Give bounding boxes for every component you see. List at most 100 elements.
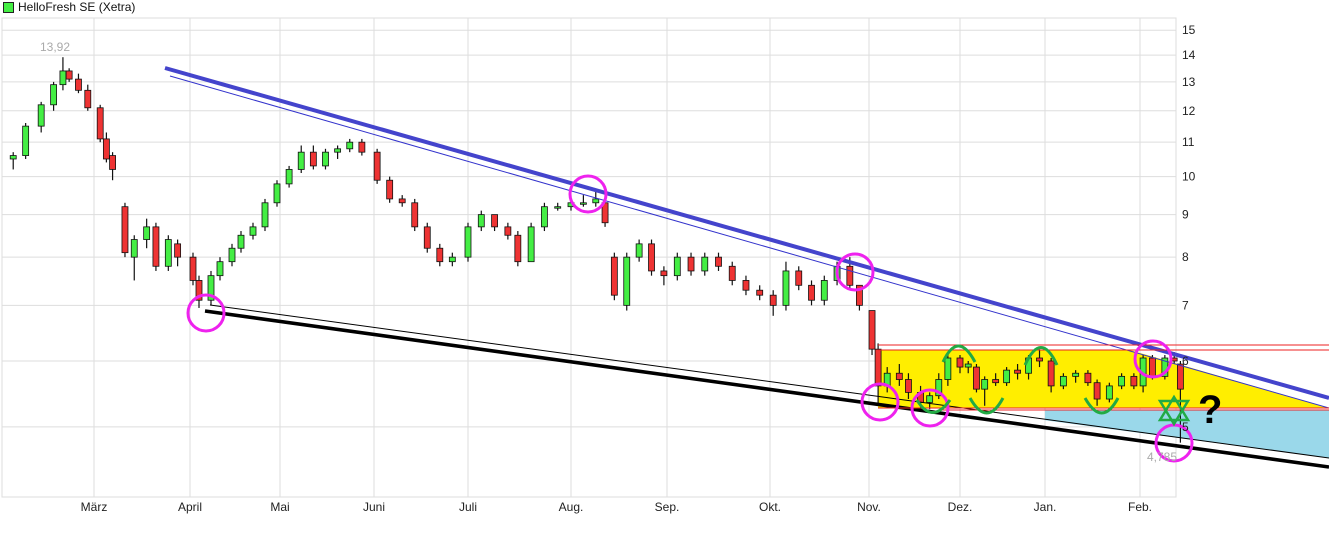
candle: [769, 290, 777, 316]
candle: [756, 285, 764, 301]
highlight-circle: [186, 293, 226, 333]
candle-body: [808, 284, 815, 301]
candle-body: [673, 256, 681, 277]
candle-body: [216, 261, 224, 277]
x-tick-label: Okt.: [759, 500, 781, 514]
chart-legend: HelloFresh SE (Xetra): [3, 0, 135, 14]
candle: [1036, 349, 1043, 368]
candle: [249, 222, 257, 240]
upper-trendline-thick: [164, 66, 1329, 400]
candle-body: [1072, 372, 1080, 377]
highlight-circle: [910, 388, 950, 428]
x-tick-label: Dez.: [948, 500, 973, 514]
candle: [660, 266, 668, 286]
candle: [795, 266, 803, 291]
y-tick-label: 8: [1182, 250, 1189, 264]
candle-body: [742, 280, 750, 291]
candle: [895, 364, 903, 386]
highlight-circle: [568, 174, 608, 214]
candle: [808, 280, 815, 306]
x-tick-label: Aug.: [559, 500, 584, 514]
candle: [874, 343, 882, 406]
candle-body: [386, 179, 394, 200]
candle: [65, 68, 73, 82]
candle: [75, 73, 82, 94]
legend-swatch: [3, 1, 14, 13]
candle: [491, 214, 498, 232]
star-of-david-mark: [1157, 394, 1191, 427]
candle-body: [130, 239, 138, 258]
candle: [448, 252, 456, 267]
candle-body: [309, 151, 317, 167]
candle-body: [846, 265, 854, 286]
candle: [1003, 367, 1011, 386]
candle: [956, 355, 964, 374]
consolidation-zone: [878, 350, 1329, 408]
candle-body: [297, 151, 305, 170]
valley-mark: [1083, 397, 1120, 415]
x-tick-label: Juli: [459, 500, 477, 514]
highlight-circle: [835, 252, 875, 292]
candle: [423, 222, 431, 253]
candle-body: [782, 270, 790, 306]
candle-body: [109, 155, 116, 170]
candle: [84, 84, 92, 111]
candle: [109, 152, 116, 181]
candle: [782, 261, 790, 311]
candle: [541, 202, 548, 232]
candle: [436, 243, 444, 267]
candle-body: [648, 243, 655, 272]
candle-body: [1118, 375, 1126, 387]
candle: [527, 222, 535, 263]
y-tick-label: 6: [1182, 354, 1189, 368]
candle: [964, 361, 972, 374]
candle: [50, 81, 58, 111]
candle-body: [75, 78, 82, 91]
candle-body: [491, 214, 498, 228]
annotations: [186, 174, 1194, 463]
candle: [96, 104, 104, 143]
candle: [648, 239, 655, 276]
candle-body: [926, 395, 934, 403]
candle-body: [895, 372, 903, 380]
candle: [944, 355, 952, 386]
candle: [554, 202, 562, 211]
candle: [715, 252, 722, 271]
candle-body: [358, 141, 366, 153]
candle: [464, 222, 472, 262]
candle: [742, 275, 750, 296]
candle-body: [992, 379, 1000, 384]
candle-body: [868, 310, 876, 350]
candle-body: [956, 357, 964, 368]
candle: [1130, 373, 1138, 390]
x-tick-label: Feb.: [1128, 500, 1152, 514]
candle-body: [1059, 375, 1067, 387]
candle: [868, 310, 876, 356]
candle: [216, 257, 224, 281]
candle-body: [102, 138, 110, 160]
candles: [9, 57, 1184, 443]
candle-body: [84, 89, 92, 109]
high-label: 13,92: [40, 40, 70, 54]
y-tick-label: 9: [1182, 208, 1189, 222]
y-tick-label: 13: [1182, 75, 1196, 89]
candle-body: [96, 107, 104, 140]
candle: [102, 132, 110, 163]
x-tick-label: Juni: [363, 500, 385, 514]
candle-body: [579, 202, 587, 205]
candle-body: [143, 226, 151, 240]
candle-body: [795, 270, 803, 286]
candle: [297, 145, 305, 173]
candle-body: [228, 247, 236, 263]
candle-body: [477, 214, 485, 228]
candle: [358, 138, 366, 156]
candle: [189, 252, 197, 286]
lower-trendline-thin: [209, 304, 1329, 459]
candle: [701, 252, 709, 276]
candle-body: [322, 151, 329, 167]
candle: [1105, 382, 1113, 403]
candle-body: [1093, 382, 1101, 400]
candle: [1059, 373, 1067, 390]
y-tick-label: 10: [1182, 170, 1196, 184]
